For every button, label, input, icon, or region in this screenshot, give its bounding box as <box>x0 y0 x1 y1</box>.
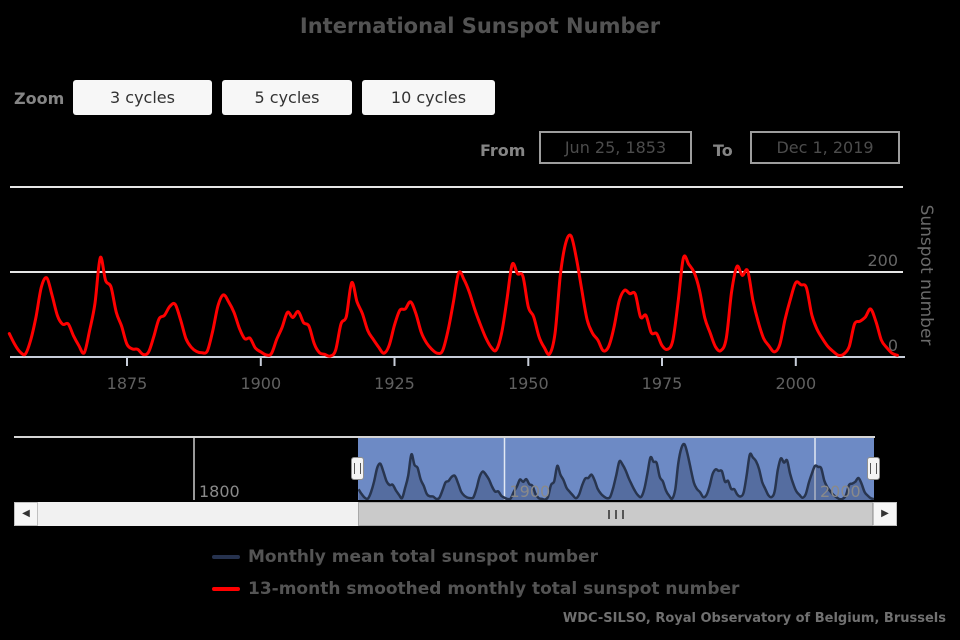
from-label: From <box>480 141 526 160</box>
y-axis-label: 200 <box>867 251 898 270</box>
scrollbar-grip-icon <box>607 509 624 519</box>
legend-marker-smoothed <box>212 587 240 591</box>
legend-item-smoothed[interactable]: 13-month smoothed monthly total sunspot … <box>212 579 739 599</box>
from-date-input[interactable] <box>539 131 692 164</box>
y-gridlines <box>10 186 903 273</box>
to-label: To <box>713 141 733 160</box>
x-axis-label: 1975 <box>642 374 683 393</box>
y-axis-title: Sunspot number <box>916 205 936 346</box>
x-axis-label: 2000 <box>775 374 816 393</box>
navigator-handle-grip-icon <box>870 463 877 474</box>
x-axis-label: 1950 <box>508 374 549 393</box>
zoom-10-cycles-button[interactable]: 10 cycles <box>362 80 495 115</box>
scrollbar-left-button[interactable]: ◀ <box>14 502 38 526</box>
navigator-axis-label: 1800 <box>199 482 240 501</box>
navigator-selected-range[interactable] <box>358 438 874 500</box>
legend-marker-monthly-mean <box>212 555 240 559</box>
x-axis-labels: 1875 1900 1925 1950 1975 2000 <box>107 374 817 393</box>
x-axis-ticks <box>126 357 797 366</box>
legend-label-monthly-mean: Monthly mean total sunspot number <box>248 547 598 567</box>
scroll-right-icon: ▶ <box>881 508 889 519</box>
x-axis-label: 1900 <box>240 374 281 393</box>
navigator-handle-right[interactable] <box>867 457 880 480</box>
zoom-5-cycles-button[interactable]: 5 cycles <box>222 80 352 115</box>
zoom-label: Zoom <box>14 89 65 108</box>
smoothed-sunspot-series-line <box>7 233 899 358</box>
page-title: International Sunspot Number <box>299 14 661 38</box>
y-axis-label: 0 <box>888 336 898 355</box>
legend-label-smoothed: 13-month smoothed monthly total sunspot … <box>248 579 740 599</box>
legend-item-monthly-mean[interactable]: Monthly mean total sunspot number <box>212 547 598 567</box>
navigator-handle-left[interactable] <box>351 457 364 480</box>
x-axis-label: 1925 <box>374 374 415 393</box>
scroll-left-icon: ◀ <box>22 508 30 519</box>
to-date-input[interactable] <box>750 131 900 164</box>
x-axis-label: 1875 <box>107 374 148 393</box>
plot-area[interactable] <box>10 186 905 357</box>
navigator-handle-grip-icon <box>354 463 361 474</box>
credits-link[interactable]: WDC-SILSO, Royal Observatory of Belgium,… <box>562 611 946 626</box>
scrollbar-right-button[interactable]: ▶ <box>873 502 897 526</box>
zoom-3-cycles-button[interactable]: 3 cycles <box>73 80 212 115</box>
y-axis-labels: 2000 <box>867 251 898 355</box>
scrollbar-thumb[interactable] <box>358 502 873 526</box>
